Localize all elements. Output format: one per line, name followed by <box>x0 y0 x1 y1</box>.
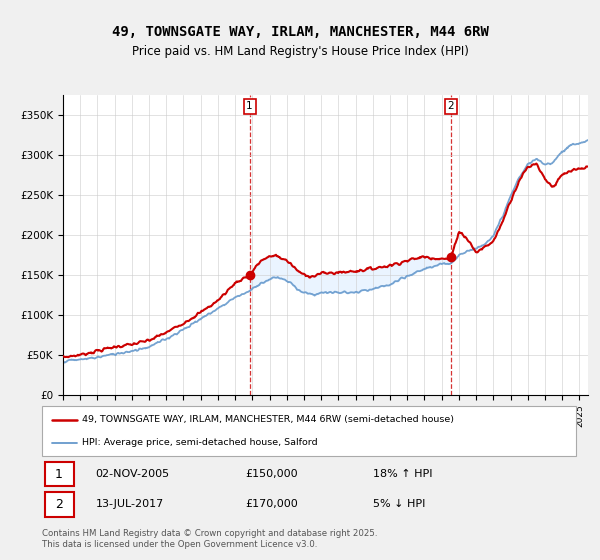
FancyBboxPatch shape <box>42 406 576 456</box>
Text: Price paid vs. HM Land Registry's House Price Index (HPI): Price paid vs. HM Land Registry's House … <box>131 45 469 58</box>
Text: 18% ↑ HPI: 18% ↑ HPI <box>373 469 433 479</box>
Text: 2: 2 <box>448 101 454 111</box>
Text: 5% ↓ HPI: 5% ↓ HPI <box>373 500 425 509</box>
Text: 1: 1 <box>55 468 63 480</box>
Text: HPI: Average price, semi-detached house, Salford: HPI: Average price, semi-detached house,… <box>82 438 317 447</box>
FancyBboxPatch shape <box>44 462 74 486</box>
Text: 13-JUL-2017: 13-JUL-2017 <box>95 500 164 509</box>
Text: 49, TOWNSGATE WAY, IRLAM, MANCHESTER, M44 6RW (semi-detached house): 49, TOWNSGATE WAY, IRLAM, MANCHESTER, M4… <box>82 415 454 424</box>
Text: £150,000: £150,000 <box>245 469 298 479</box>
Text: 2: 2 <box>55 498 63 511</box>
Text: Contains HM Land Registry data © Crown copyright and database right 2025.
This d: Contains HM Land Registry data © Crown c… <box>42 529 377 549</box>
Text: 49, TOWNSGATE WAY, IRLAM, MANCHESTER, M44 6RW: 49, TOWNSGATE WAY, IRLAM, MANCHESTER, M4… <box>112 25 488 39</box>
Text: 02-NOV-2005: 02-NOV-2005 <box>95 469 170 479</box>
Text: 1: 1 <box>246 101 253 111</box>
Text: £170,000: £170,000 <box>245 500 298 509</box>
FancyBboxPatch shape <box>44 492 74 516</box>
